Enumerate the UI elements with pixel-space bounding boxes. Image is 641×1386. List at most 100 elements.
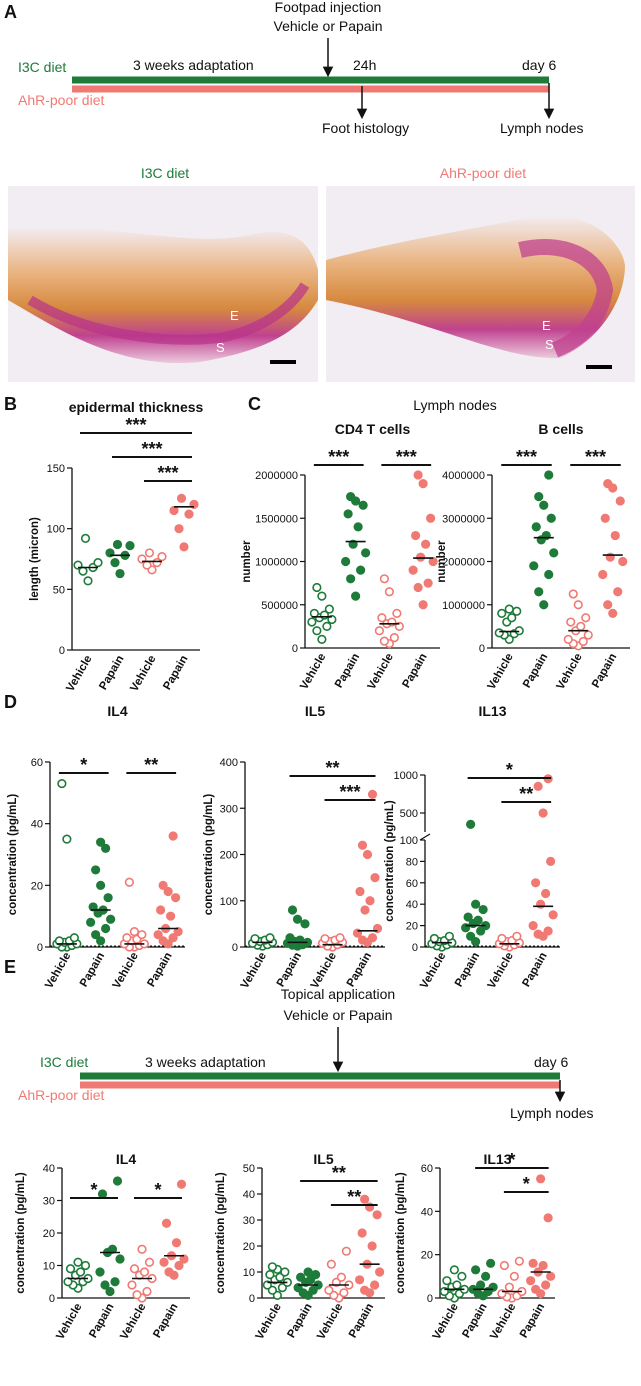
x-tick-label: Papain — [87, 1302, 116, 1341]
data-point — [538, 1260, 548, 1271]
data-point — [122, 933, 132, 943]
x-tick-label: Vehicle — [54, 1302, 84, 1342]
data-point — [578, 636, 588, 647]
y-tick-label: 60 — [31, 757, 43, 769]
data-point — [613, 587, 623, 597]
data-point — [292, 914, 303, 924]
y-tick-label: 0 — [427, 1293, 433, 1305]
y-tick-label: 500000 — [261, 600, 298, 612]
data-point — [300, 919, 310, 929]
data-point — [96, 936, 106, 946]
data-point — [341, 1246, 351, 1256]
data-point — [93, 558, 103, 568]
significance-label: ** — [144, 755, 158, 775]
significance-label: ** — [325, 758, 339, 778]
y-axis-label: number — [241, 540, 253, 583]
data-point — [139, 1267, 150, 1277]
panel-label: B — [4, 394, 17, 414]
y-tick-label: 50 — [243, 1163, 255, 1175]
data-point — [408, 565, 418, 575]
data-point — [486, 1258, 496, 1268]
data-point — [566, 617, 576, 627]
y-tick-label: 0 — [292, 643, 298, 655]
significance-label: ** — [347, 1187, 361, 1207]
data-point — [156, 905, 166, 915]
data-point — [357, 840, 368, 850]
data-point — [538, 808, 548, 818]
y-tick-label: 20 — [406, 921, 418, 933]
data-point — [463, 912, 473, 922]
x-tick-label: Papain — [521, 652, 550, 691]
x-tick-label: Vehicle — [64, 654, 94, 694]
data-point — [144, 1257, 155, 1267]
data-point — [357, 1228, 367, 1238]
data-point — [312, 582, 322, 593]
data-point — [418, 479, 428, 489]
data-point — [476, 1280, 486, 1290]
x-tick-label: Papain — [347, 1302, 376, 1341]
data-point — [426, 513, 436, 523]
y-tick-label: 20 — [243, 1241, 255, 1253]
y-tick-label: 50 — [53, 584, 65, 596]
data-point — [179, 542, 189, 552]
x-tick-label: Vehicle — [486, 652, 516, 692]
data-point — [568, 589, 578, 599]
data-point — [549, 548, 559, 558]
data-point — [80, 1260, 91, 1271]
data-point — [411, 530, 421, 541]
data-point — [514, 626, 524, 636]
y-axis-label: length (micron) — [29, 517, 41, 601]
y-tick-label: 10 — [243, 1267, 255, 1279]
data-point — [365, 896, 375, 906]
data-point — [546, 513, 556, 523]
data-point — [158, 936, 168, 946]
section-title: Lymph nodes — [413, 397, 497, 413]
data-point — [357, 935, 368, 945]
data-point — [100, 1280, 110, 1290]
data-point — [367, 933, 378, 943]
significance-label: *** — [157, 463, 178, 483]
data-point — [471, 1265, 481, 1275]
axis-break — [419, 833, 431, 841]
data-point — [158, 880, 168, 890]
y-tick-label: 0 — [49, 1293, 55, 1305]
data-point — [481, 1271, 491, 1281]
y-tick-label: 150 — [47, 463, 65, 475]
x-tick-label: Vehicle — [254, 1302, 284, 1342]
data-point — [536, 1174, 546, 1184]
data-point — [603, 600, 613, 610]
data-point — [127, 1280, 137, 1290]
data-point — [429, 933, 439, 944]
data-point — [161, 1218, 172, 1228]
y-axis-label: concentration (pg/mL) — [384, 800, 396, 922]
diet-label: I3C diet — [40, 1054, 88, 1070]
significance-label: * — [80, 755, 87, 775]
data-point — [341, 556, 351, 567]
data-point — [303, 1267, 313, 1277]
x-tick-label: Papain — [161, 654, 190, 693]
x-tick-label: Vehicle — [418, 951, 448, 991]
x-tick-label: Vehicle — [309, 951, 339, 991]
data-point — [324, 1285, 334, 1295]
data-point — [91, 865, 101, 875]
data-point — [360, 1194, 370, 1204]
x-tick-label: Vehicle — [298, 652, 328, 692]
data-point — [534, 587, 544, 597]
y-tick-label: 1000000 — [442, 600, 485, 612]
panel-label: E — [4, 957, 16, 977]
y-tick-label: 10 — [43, 1261, 55, 1273]
data-point — [598, 569, 608, 580]
data-point — [610, 530, 620, 541]
data-point — [375, 1267, 385, 1277]
data-point — [142, 1286, 152, 1297]
y-tick-label: 400 — [220, 757, 238, 769]
tissue-mark: E — [230, 308, 239, 323]
data-point — [367, 789, 378, 799]
y-axis-label: concentration (pg/mL) — [7, 794, 19, 916]
data-point — [370, 873, 380, 883]
data-point — [176, 1179, 187, 1189]
x-tick-label: Papain — [590, 652, 619, 691]
x-tick-label: Papain — [151, 1302, 180, 1341]
significance-label: ** — [332, 1163, 346, 1183]
